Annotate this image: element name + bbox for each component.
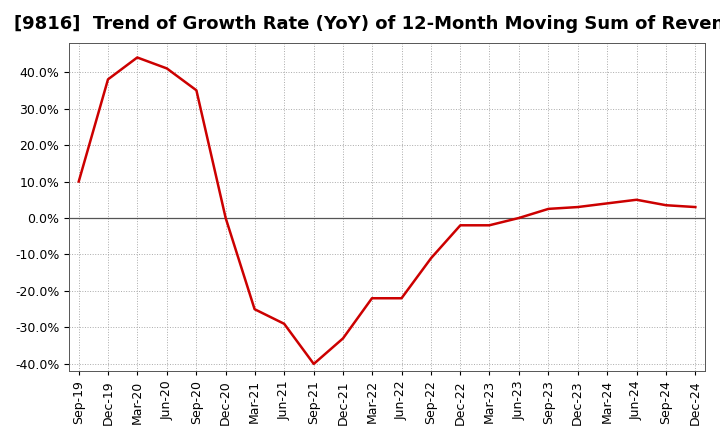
Title: [9816]  Trend of Growth Rate (YoY) of 12-Month Moving Sum of Revenues: [9816] Trend of Growth Rate (YoY) of 12-… [14, 15, 720, 33]
